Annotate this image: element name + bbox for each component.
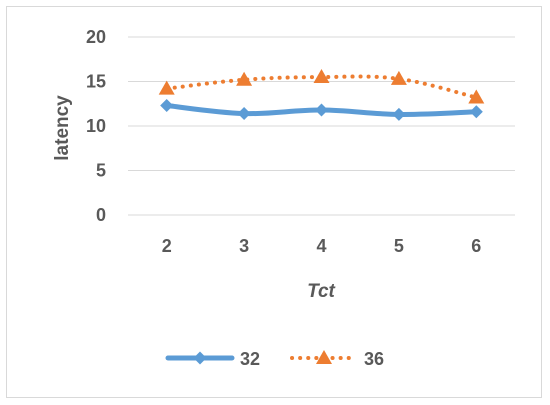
data-point: [315, 103, 328, 117]
x-axis-title: Tct: [307, 281, 335, 302]
data-point: [237, 107, 251, 121]
y-tick-label: 0: [96, 205, 106, 225]
x-tick-label: 5: [394, 236, 404, 256]
series-group: [158, 69, 485, 121]
data-point: [468, 89, 485, 104]
y-tick-label: 15: [86, 72, 106, 92]
legend: 32 36: [165, 349, 384, 369]
series-36: [158, 69, 485, 104]
x-tick-label: 3: [239, 236, 249, 256]
legend-item-32: 32: [165, 349, 260, 369]
x-axis-ticks: 2 3 4 5 6: [162, 236, 482, 256]
x-tick-label: 6: [471, 236, 481, 256]
y-tick-label: 5: [96, 161, 106, 181]
data-point: [236, 71, 253, 86]
data-point: [160, 99, 174, 113]
data-point: [313, 69, 330, 84]
legend-item-36: 36: [290, 349, 384, 369]
chart-frame: [6, 6, 542, 398]
y-tick-label: 20: [86, 27, 106, 47]
legend-label: 36: [364, 349, 384, 369]
data-point: [390, 70, 407, 85]
y-tick-label: 10: [86, 116, 106, 136]
data-point: [469, 105, 483, 119]
data-point: [158, 80, 175, 95]
legend-marker: [316, 350, 332, 364]
y-axis-title: latency: [52, 95, 73, 161]
x-tick-label: 2: [162, 236, 172, 256]
series-32: [160, 99, 483, 121]
y-axis-ticks: 0 5 10 15 20: [86, 27, 106, 225]
legend-label: 32: [240, 349, 260, 369]
gridlines: [128, 36, 515, 216]
legend-marker: [193, 351, 207, 365]
data-point: [392, 107, 406, 121]
x-tick-label: 4: [316, 236, 326, 256]
